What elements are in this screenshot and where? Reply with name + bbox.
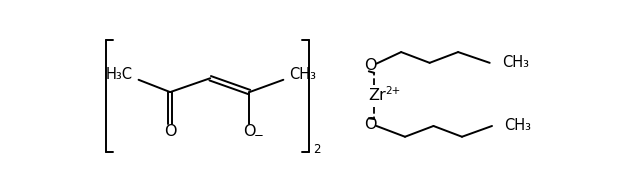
Text: 2: 2 bbox=[313, 142, 320, 156]
Text: −: − bbox=[254, 130, 264, 142]
Text: H₃C: H₃C bbox=[106, 67, 132, 82]
Text: O: O bbox=[364, 58, 376, 73]
Text: CH₃: CH₃ bbox=[289, 67, 317, 82]
Text: O: O bbox=[243, 124, 256, 139]
Text: Zr: Zr bbox=[368, 89, 386, 103]
Text: CH₃: CH₃ bbox=[504, 119, 531, 134]
Text: O: O bbox=[364, 117, 376, 132]
Text: O: O bbox=[164, 124, 177, 139]
Text: CH₃: CH₃ bbox=[502, 55, 529, 70]
Text: 2+: 2+ bbox=[385, 86, 400, 96]
